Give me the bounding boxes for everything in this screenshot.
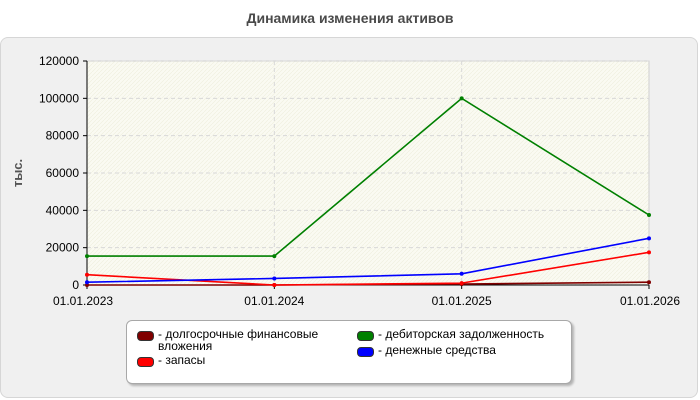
legend-label: - денежные средства [378,343,496,357]
legend-swatch [357,347,374,357]
legend-item: - дебиторская задолженность [357,328,567,341]
legend-swatch [357,331,374,341]
data-point [272,276,277,281]
legend-label: - дебиторская задолженность [378,327,545,341]
legend: - долгосрочные финансовые вложения - деби… [126,320,572,384]
y-tick-label: 0 [72,278,79,292]
data-point [85,254,89,259]
data-point [459,271,464,276]
data-point [272,254,277,259]
legend-item: - запасы [137,354,337,367]
series-lines [85,96,651,287]
x-tick-label: 01.01.2024 [244,294,304,308]
y-tick-labels: 0 20000 40000 60000 80000 100000 120000 [39,54,87,292]
y-tick-label: 20000 [46,241,80,255]
y-axis-label: тыс. [10,159,25,187]
data-point [459,96,464,101]
data-point [85,283,89,287]
data-point [647,250,651,255]
y-tick-label: 60000 [46,166,80,180]
data-point [647,213,651,217]
data-point [85,272,89,277]
data-point [647,280,651,285]
legend-swatch [137,331,154,341]
legend-label: - долгосрочные финансовые вложения [158,327,319,353]
legend-swatch [137,357,154,367]
series-line [87,97,650,257]
series-line [86,237,650,283]
grid-lines [87,60,649,285]
legend-label: - запасы [158,353,206,367]
legend-item: - долгосрочные финансовые вложения [137,328,337,352]
legend-item: - денежные средства [357,344,567,357]
chart-title: Динамика изменения активов [246,10,454,26]
x-tick-label: 01.01.2025 [432,294,492,308]
data-point [647,236,651,241]
data-point [85,280,89,285]
x-tick-labels: 01.01.2023 01.01.2024 01.01.2025 01.01.2026 [53,285,680,308]
y-tick-label: 100000 [39,91,79,105]
data-point [459,281,464,286]
y-tick-label: 120000 [39,54,79,68]
x-tick-label: 01.01.2023 [53,294,113,308]
data-point [272,283,277,287]
y-tick-label: 80000 [46,129,80,143]
x-tick-label: 01.01.2026 [620,294,680,308]
y-tick-label: 40000 [46,203,80,217]
